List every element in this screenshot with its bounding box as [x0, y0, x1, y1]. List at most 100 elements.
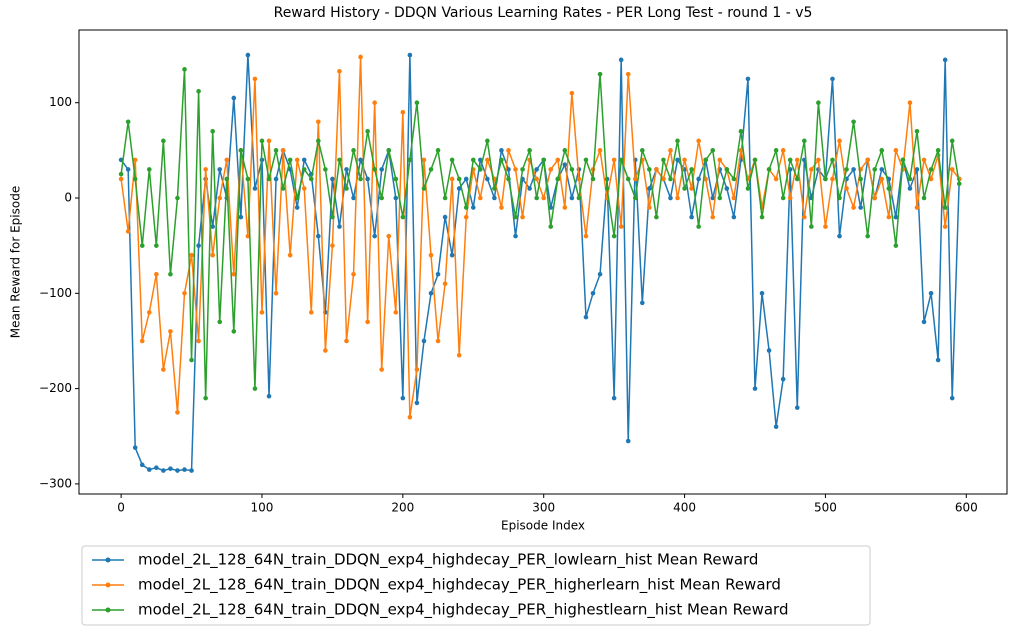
point: [182, 67, 187, 72]
point: [470, 157, 476, 163]
point: [337, 224, 342, 229]
point: [576, 176, 582, 182]
point: [773, 148, 779, 153]
point: [182, 291, 187, 296]
y-tick-label: −300: [39, 476, 72, 490]
point: [168, 466, 173, 471]
point: [625, 176, 631, 182]
point: [668, 195, 673, 201]
point: [414, 367, 420, 372]
point: [618, 224, 624, 229]
point: [717, 195, 723, 201]
point: [590, 176, 596, 182]
point: [851, 205, 856, 210]
point: [372, 100, 377, 106]
point: [456, 186, 462, 191]
point: [548, 167, 554, 172]
point: [118, 171, 124, 177]
point: [478, 195, 483, 201]
point: [463, 214, 469, 220]
point: [470, 205, 476, 210]
point: [928, 176, 934, 182]
point: [928, 167, 934, 172]
point: [942, 205, 948, 210]
point: [224, 157, 230, 163]
point: [118, 176, 124, 182]
point: [146, 467, 152, 472]
point: [837, 138, 842, 144]
point: [196, 243, 201, 248]
point: [752, 157, 758, 163]
point: [759, 214, 765, 220]
point: [618, 57, 624, 63]
point: [865, 157, 870, 163]
point: [752, 386, 758, 391]
plot-frame: [78, 29, 1008, 495]
point: [365, 176, 370, 182]
legend-item: model_2L_128_64N_train_DDQN_exp4_highdec…: [92, 601, 788, 620]
point: [351, 271, 356, 277]
point: [196, 88, 201, 94]
legend-marker: [105, 557, 111, 563]
point: [400, 109, 406, 115]
point: [738, 148, 744, 153]
point: [231, 271, 237, 277]
point: [175, 468, 180, 473]
point: [449, 176, 455, 182]
point: [597, 71, 603, 77]
point: [456, 176, 462, 182]
point: [823, 224, 828, 229]
point: [668, 176, 673, 182]
point: [625, 438, 631, 444]
point: [351, 148, 356, 153]
point: [125, 229, 131, 234]
y-tick-label: −100: [39, 286, 72, 300]
point: [463, 205, 469, 210]
point: [139, 243, 145, 248]
point: [428, 252, 434, 258]
point: [583, 314, 589, 320]
point: [907, 176, 913, 182]
point: [161, 138, 166, 144]
point: [794, 405, 800, 410]
point: [379, 167, 385, 172]
point: [844, 167, 849, 172]
point: [132, 445, 138, 450]
point: [245, 52, 251, 58]
point: [914, 167, 920, 172]
point: [583, 157, 589, 163]
point: [344, 186, 349, 191]
point: [717, 157, 723, 163]
point: [316, 233, 321, 239]
point: [590, 291, 596, 296]
point: [562, 162, 568, 167]
point: [139, 338, 145, 344]
point: [365, 319, 370, 325]
point: [745, 76, 751, 82]
point: [893, 243, 899, 248]
point: [379, 367, 385, 372]
point: [548, 224, 554, 229]
point: [506, 148, 511, 153]
point: [252, 386, 258, 391]
point: [485, 138, 490, 144]
point: [872, 195, 878, 201]
point: [886, 214, 892, 220]
point: [421, 186, 427, 191]
point: [675, 157, 680, 163]
point: [125, 167, 131, 172]
point: [689, 186, 694, 191]
x-axis-label: Episode Index: [501, 519, 585, 533]
x-tick-label: 600: [955, 501, 978, 515]
point: [238, 148, 244, 153]
point: [534, 167, 539, 172]
point: [773, 176, 779, 182]
legend-label: model_2L_128_64N_train_DDQN_exp4_highdec…: [138, 576, 781, 595]
point: [499, 205, 504, 210]
legend-item: model_2L_128_64N_train_DDQN_exp4_highdec…: [92, 576, 781, 595]
point: [266, 138, 272, 144]
point: [921, 157, 927, 163]
point: [161, 367, 166, 372]
point: [421, 338, 427, 344]
point: [569, 167, 575, 172]
